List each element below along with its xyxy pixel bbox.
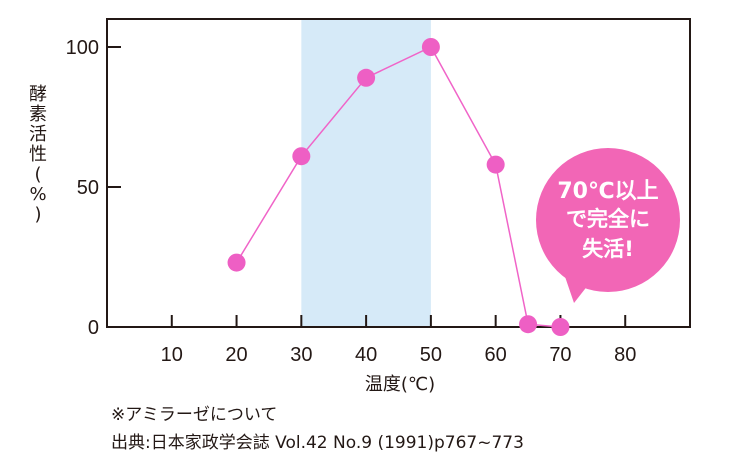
callout-text: 失活! [582, 237, 634, 261]
x-tick-label: 60 [485, 344, 507, 366]
data-point [357, 68, 376, 87]
y-tick-label: 100 [66, 37, 99, 59]
x-tick-label: 50 [420, 344, 442, 366]
data-point [551, 318, 570, 336]
y-tick-label: 50 [77, 177, 99, 199]
x-axis: 10 20 30 40 50 60 70 80 [161, 315, 636, 366]
x-tick-label: 80 [614, 344, 636, 366]
data-point [421, 38, 440, 56]
x-tick-label: 40 [355, 344, 377, 366]
source-citation: 出典:日本家政学会誌 Vol.42 No.9 (1991)p767~773 [111, 433, 524, 453]
data-point [227, 253, 246, 272]
y-axis-label: 酵素活性(%) [29, 84, 47, 225]
callout-text: で完全に [566, 207, 650, 231]
plot-frame [106, 18, 691, 328]
callout-circle [536, 148, 680, 292]
x-axis-label: 温度(℃) [365, 374, 435, 395]
x-tick-label: 20 [225, 344, 247, 366]
data-point [486, 155, 505, 174]
y-tick-label: 0 [88, 317, 99, 339]
data-point [519, 315, 538, 334]
x-tick-label: 70 [549, 344, 571, 366]
series-points [227, 38, 570, 336]
highlight-band [301, 19, 431, 327]
callout-text: 70℃以上 [557, 179, 658, 204]
callout-tail [560, 262, 592, 303]
y-axis: 0 50 100 [66, 37, 121, 339]
footnote: ※アミラーゼについて [111, 405, 278, 425]
x-tick-label: 10 [161, 344, 183, 366]
data-point [292, 147, 311, 166]
x-tick-label: 30 [290, 344, 312, 366]
